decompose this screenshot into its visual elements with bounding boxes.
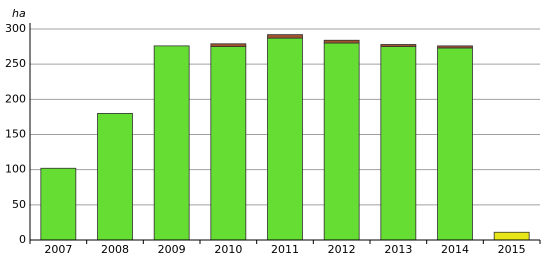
bar xyxy=(210,43,247,47)
x-tick-label: 2015 xyxy=(498,243,526,256)
bar xyxy=(40,167,77,241)
y-axis-label: ha xyxy=(12,7,26,20)
bar xyxy=(323,39,360,44)
bar xyxy=(380,44,417,47)
bar xyxy=(97,113,133,241)
x-tick-label: 2013 xyxy=(384,243,412,256)
x-tick-label: 2009 xyxy=(158,243,186,256)
bar xyxy=(493,231,530,241)
y-tick-label: 0 xyxy=(19,233,26,246)
x-tick-label: 2010 xyxy=(214,243,242,256)
x-tick-label: 2014 xyxy=(441,243,469,256)
bar xyxy=(380,46,417,241)
y-tick-label: 300 xyxy=(5,22,26,35)
bar xyxy=(437,45,473,49)
y-tick-label: 250 xyxy=(5,57,26,70)
x-tick-label: 2011 xyxy=(271,243,299,256)
y-tick-label: 200 xyxy=(5,92,26,105)
bar xyxy=(437,47,473,241)
y-tick-label: 150 xyxy=(5,128,26,141)
bar xyxy=(267,34,303,39)
bar xyxy=(267,37,303,241)
x-tick-label: 2008 xyxy=(101,243,129,256)
x-tick-label: 2007 xyxy=(44,243,72,256)
y-tick-label: 50 xyxy=(12,198,26,211)
bar xyxy=(323,42,360,241)
y-tick-label: 100 xyxy=(5,163,26,176)
bar xyxy=(210,46,247,241)
bar xyxy=(153,45,190,241)
x-tick-label: 2012 xyxy=(328,243,356,256)
